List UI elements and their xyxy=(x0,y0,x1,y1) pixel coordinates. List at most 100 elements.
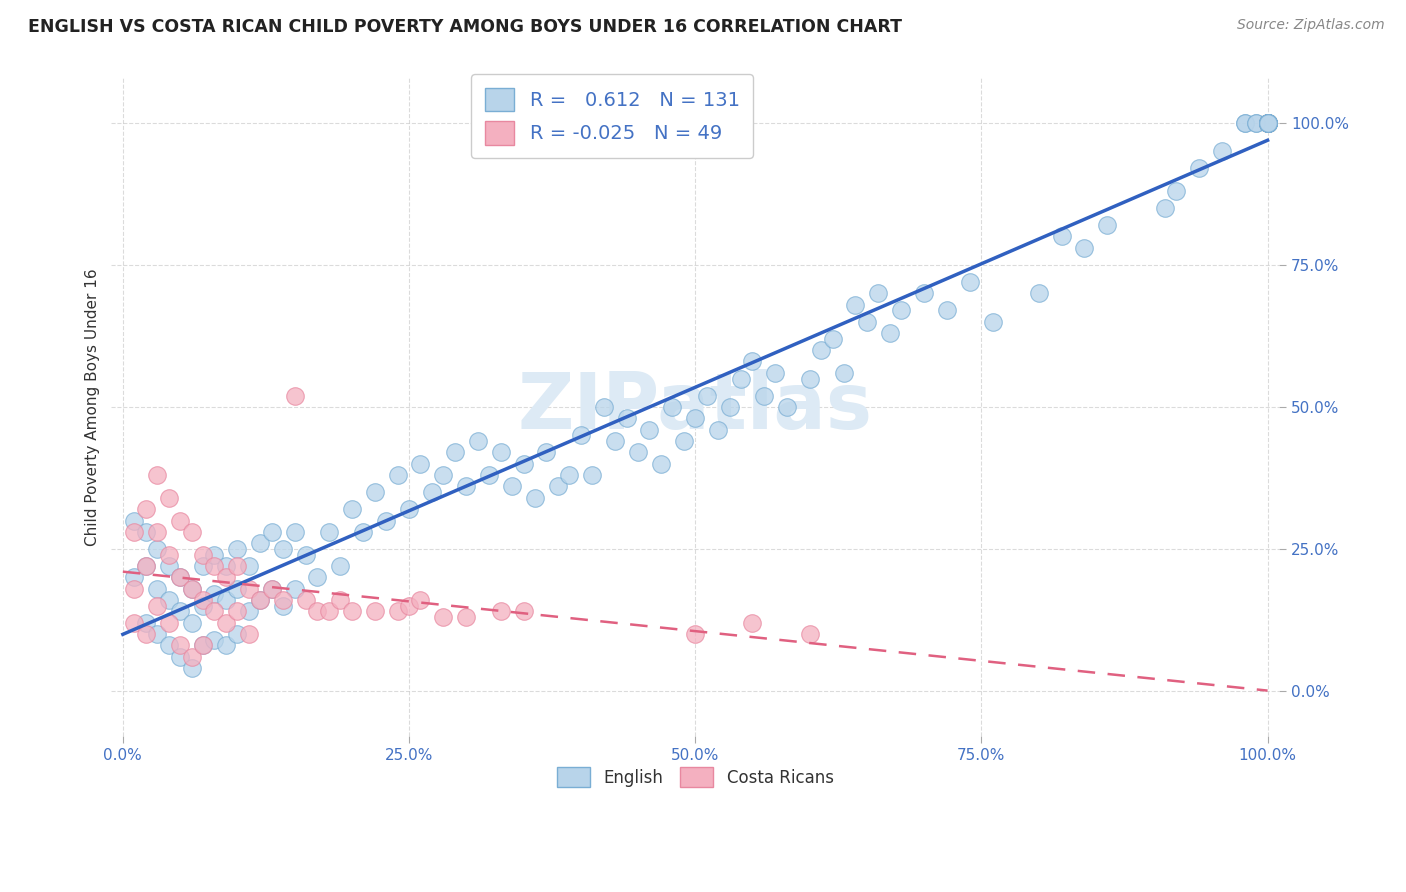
Point xyxy=(180,582,202,596)
Point xyxy=(191,558,214,573)
Point xyxy=(169,649,191,664)
Point xyxy=(1257,116,1279,130)
Point xyxy=(226,541,249,556)
Point xyxy=(329,558,352,573)
Point xyxy=(1188,161,1211,176)
Point xyxy=(124,514,146,528)
Point xyxy=(432,610,454,624)
Point xyxy=(409,593,432,607)
Point xyxy=(169,570,191,584)
Point xyxy=(581,468,603,483)
Point xyxy=(718,400,741,414)
Point xyxy=(191,599,214,613)
Point xyxy=(776,400,799,414)
Point xyxy=(456,479,478,493)
Point xyxy=(124,570,146,584)
Point xyxy=(810,343,832,357)
Point xyxy=(238,627,260,641)
Point xyxy=(1233,116,1256,130)
Point xyxy=(215,570,238,584)
Point xyxy=(832,366,855,380)
Point xyxy=(1257,116,1279,130)
Point xyxy=(387,468,409,483)
Point xyxy=(135,627,157,641)
Point xyxy=(204,558,226,573)
Point xyxy=(1211,145,1233,159)
Point xyxy=(879,326,901,340)
Point xyxy=(912,286,935,301)
Point xyxy=(307,570,329,584)
Point xyxy=(363,604,385,618)
Point xyxy=(329,593,352,607)
Point xyxy=(1257,116,1279,130)
Point xyxy=(592,400,614,414)
Legend: English, Costa Ricans: English, Costa Ricans xyxy=(550,760,841,794)
Point xyxy=(271,599,294,613)
Point xyxy=(741,354,763,368)
Point xyxy=(238,582,260,596)
Point xyxy=(844,298,866,312)
Point xyxy=(191,593,214,607)
Point xyxy=(146,582,169,596)
Point xyxy=(295,593,318,607)
Point xyxy=(284,582,307,596)
Point xyxy=(146,524,169,539)
Point xyxy=(1257,116,1279,130)
Point xyxy=(512,457,534,471)
Point xyxy=(215,615,238,630)
Point xyxy=(204,604,226,618)
Point xyxy=(124,615,146,630)
Point xyxy=(1164,184,1187,198)
Point xyxy=(204,587,226,601)
Point xyxy=(1233,116,1256,130)
Point xyxy=(157,593,180,607)
Point xyxy=(180,615,202,630)
Point xyxy=(226,582,249,596)
Point xyxy=(661,400,683,414)
Point xyxy=(489,604,512,618)
Point xyxy=(741,615,763,630)
Point xyxy=(318,524,340,539)
Point xyxy=(799,627,821,641)
Point xyxy=(284,524,307,539)
Point xyxy=(191,639,214,653)
Point xyxy=(467,434,489,448)
Point xyxy=(135,558,157,573)
Point xyxy=(135,524,157,539)
Text: Source: ZipAtlas.com: Source: ZipAtlas.com xyxy=(1237,18,1385,32)
Point xyxy=(432,468,454,483)
Point xyxy=(420,485,443,500)
Point xyxy=(157,558,180,573)
Point xyxy=(226,604,249,618)
Point xyxy=(284,388,307,402)
Point xyxy=(1257,116,1279,130)
Point xyxy=(1257,116,1279,130)
Point xyxy=(603,434,626,448)
Point xyxy=(616,411,638,425)
Point xyxy=(204,548,226,562)
Point xyxy=(1257,116,1279,130)
Point xyxy=(146,541,169,556)
Point xyxy=(146,627,169,641)
Point xyxy=(260,582,283,596)
Point xyxy=(569,428,592,442)
Point xyxy=(523,491,546,505)
Point xyxy=(650,457,672,471)
Point xyxy=(180,524,202,539)
Point xyxy=(1257,116,1279,130)
Point xyxy=(489,445,512,459)
Point xyxy=(536,445,558,459)
Point xyxy=(443,445,465,459)
Point xyxy=(169,639,191,653)
Point xyxy=(1097,218,1119,232)
Point xyxy=(238,558,260,573)
Point xyxy=(1257,116,1279,130)
Point xyxy=(1257,116,1279,130)
Point xyxy=(752,388,775,402)
Point xyxy=(271,541,294,556)
Point xyxy=(1257,116,1279,130)
Point xyxy=(856,315,879,329)
Point xyxy=(238,604,260,618)
Point xyxy=(1028,286,1050,301)
Point xyxy=(191,548,214,562)
